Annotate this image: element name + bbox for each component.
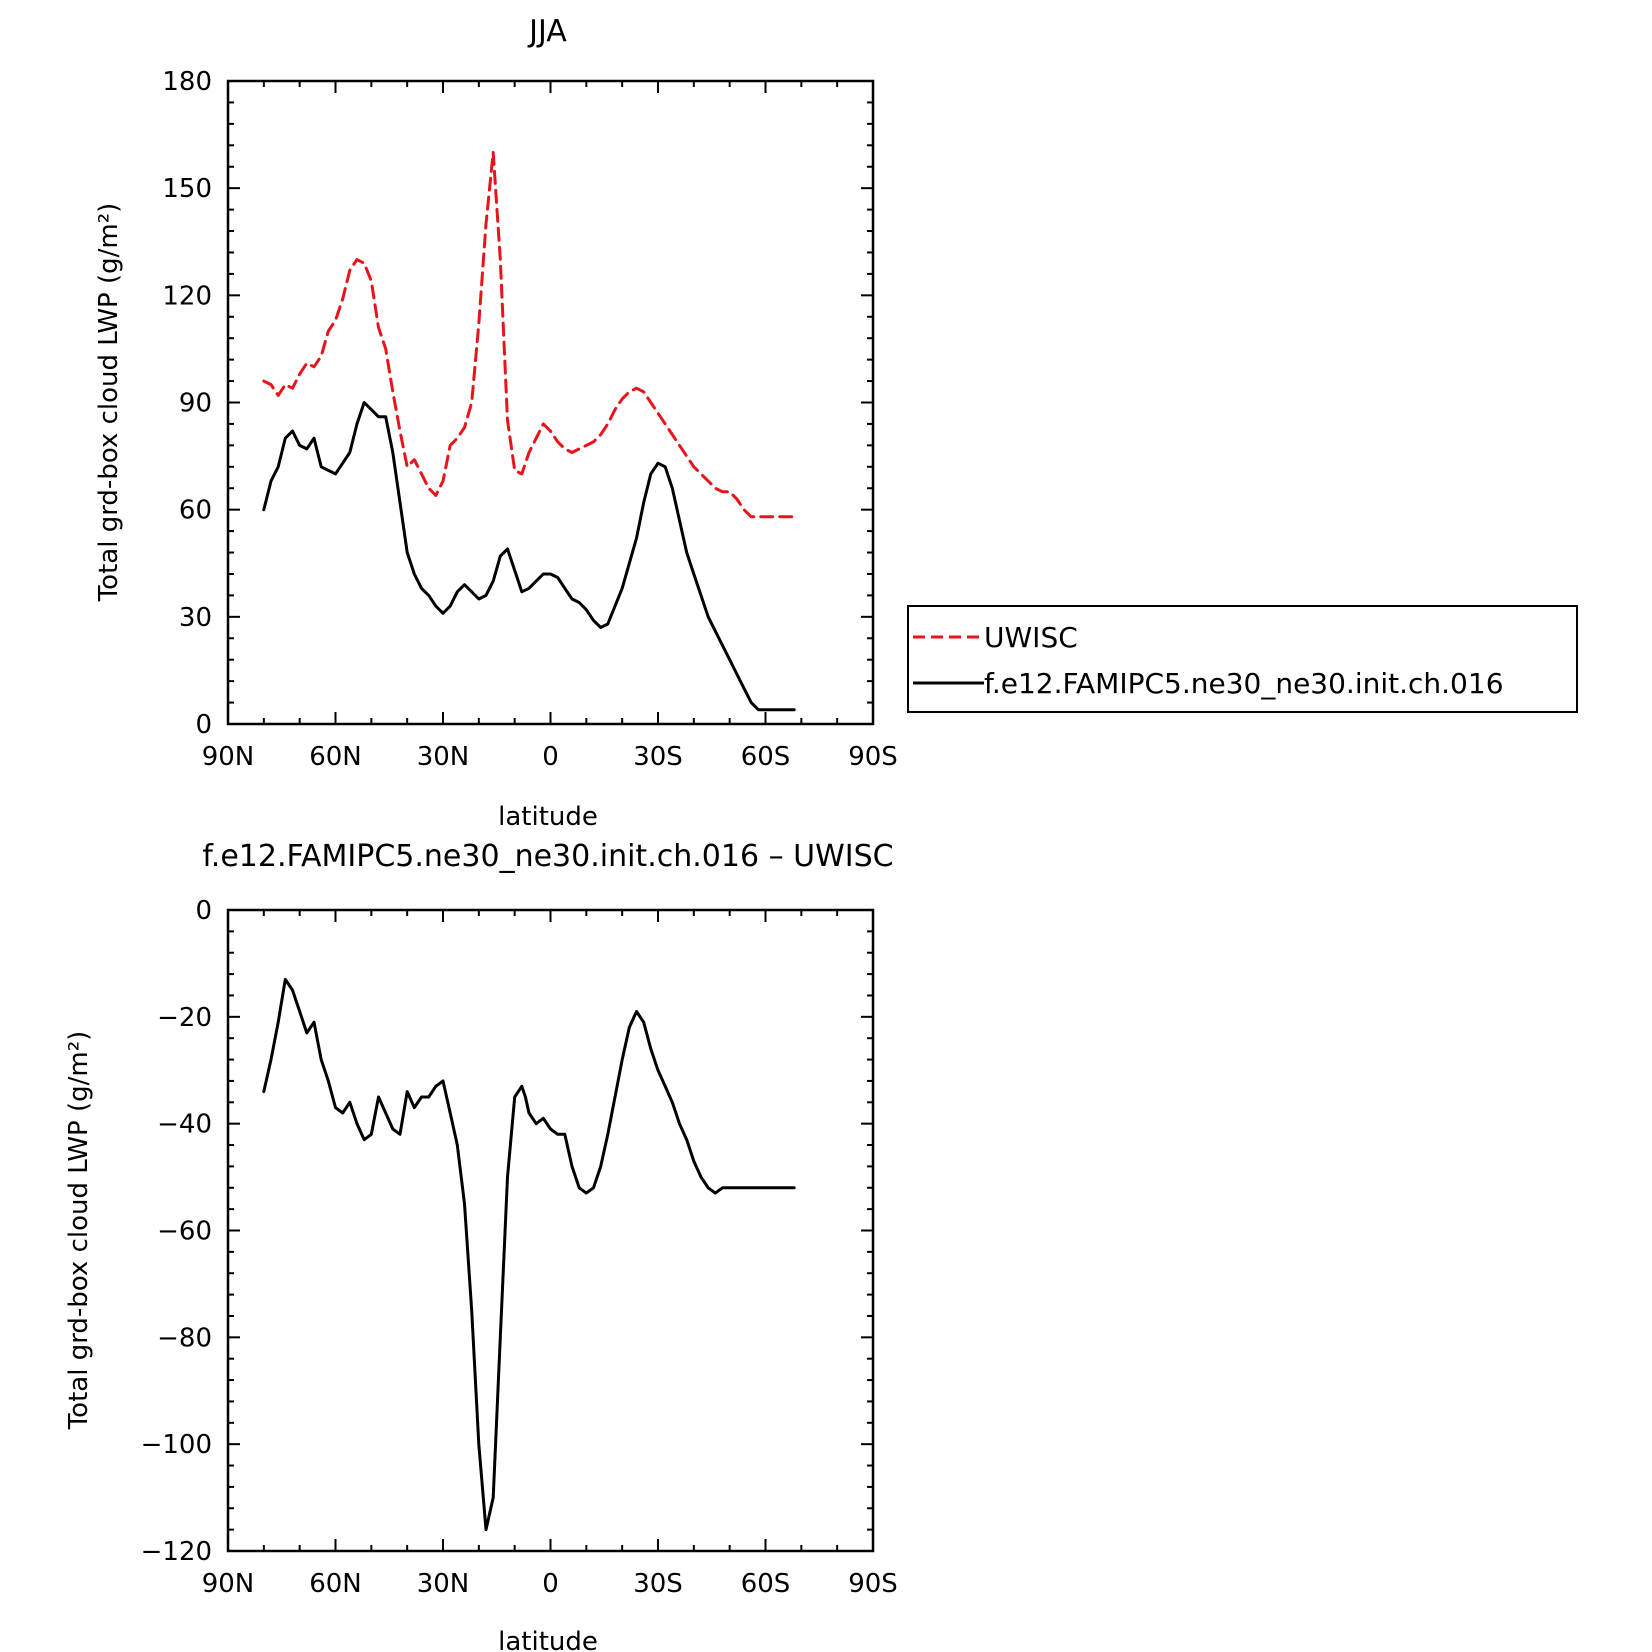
- series-line-f-e12-famipc5-ne30-ne30-init-ch-016: [262, 401, 796, 712]
- y-tick-label: 150: [162, 174, 212, 204]
- top-y-axis-title: Total grd-box cloud LWP (g/m²): [94, 203, 124, 603]
- y-tick-label: −100: [141, 1430, 212, 1460]
- bottom-plot-frame: [226, 908, 875, 1553]
- legend-box: [907, 605, 1578, 713]
- y-tick-label: 0: [195, 710, 212, 740]
- top-panel: JJA 0 30 60 90 120 150 180 90N 60N 30N 0 30S 60S 90S…: [94, 14, 1578, 832]
- top-panel-title: JJA: [527, 14, 567, 49]
- bottom-y-axis-title: Total grd-box cloud LWP (g/m²): [64, 1031, 94, 1431]
- y-tick-label: −80: [157, 1323, 212, 1353]
- legend: UWISC f.e12.FAMIPC5.ne30_ne30.init.ch.01…: [907, 605, 1578, 713]
- top-x-axis-title: latitude: [498, 802, 598, 832]
- x-tick-label: 60S: [741, 742, 791, 772]
- x-tick-label: 90S: [848, 742, 898, 772]
- x-tick-label: 60N: [309, 742, 362, 772]
- bottom-series-lines: [262, 977, 796, 1532]
- y-tick-label: 120: [162, 281, 212, 311]
- y-tick-label: −40: [157, 1110, 212, 1140]
- x-tick-label: 90N: [202, 742, 255, 772]
- y-tick-label: −60: [157, 1217, 212, 1247]
- x-tick-label: 30S: [633, 1569, 683, 1599]
- y-tick-label: 60: [179, 496, 212, 526]
- x-tick-label: 30N: [417, 1569, 470, 1599]
- x-tick-label: 30N: [417, 742, 470, 772]
- y-tick-label: −20: [157, 1003, 212, 1033]
- y-tick-label: −120: [141, 1537, 212, 1567]
- x-tick-label: 90N: [202, 1569, 255, 1599]
- bottom-ticks: [227, 909, 874, 1552]
- top-y-tick-labels: 0 30 60 90 120 150 180: [162, 67, 212, 740]
- series-line-difference: [262, 977, 796, 1532]
- x-tick-label: 0: [542, 1569, 559, 1599]
- top-ticks: [227, 80, 874, 725]
- top-x-tick-labels: 90N 60N 30N 0 30S 60S 90S: [202, 742, 898, 772]
- x-tick-label: 60N: [309, 1569, 362, 1599]
- y-tick-label: 0: [195, 896, 212, 926]
- x-tick-label: 90S: [848, 1569, 898, 1599]
- series-line-uwisc: [262, 150, 796, 519]
- y-tick-label: 30: [179, 603, 212, 633]
- bottom-x-tick-labels: 90N 60N 30N 0 30S 60S 90S: [202, 1569, 898, 1599]
- legend-label-model: f.e12.FAMIPC5.ne30_ne30.init.ch.016: [984, 667, 1504, 700]
- bottom-y-tick-labels: 0 −20 −40 −60 −80 −100 −120: [141, 896, 212, 1567]
- bottom-x-axis-title: latitude: [498, 1627, 598, 1652]
- bottom-panel-title: f.e12.FAMIPC5.ne30_ne30.init.ch.016 – UW…: [202, 839, 893, 874]
- x-tick-label: 0: [542, 742, 559, 772]
- y-tick-label: 180: [162, 67, 212, 97]
- top-plot-frame: [226, 79, 875, 726]
- x-tick-label: 30S: [633, 742, 683, 772]
- y-tick-label: 90: [179, 389, 212, 419]
- bottom-panel: f.e12.FAMIPC5.ne30_ne30.init.ch.016 – UW…: [64, 839, 898, 1652]
- legend-label-uwisc: UWISC: [984, 621, 1078, 654]
- top-series-lines: [262, 150, 796, 712]
- x-tick-label: 60S: [741, 1569, 791, 1599]
